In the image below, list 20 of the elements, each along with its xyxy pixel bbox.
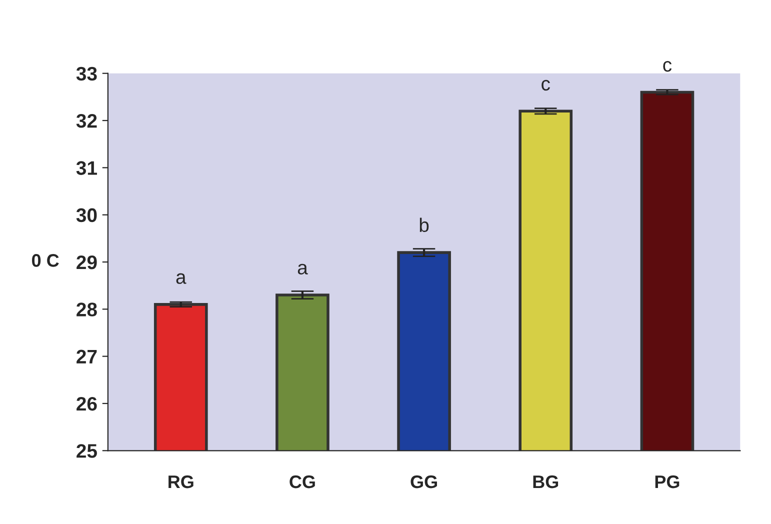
y-axis-title: 0 C: [32, 254, 59, 267]
x-tick-label: PG: [655, 475, 680, 488]
annotation: c: [663, 61, 672, 72]
x-tick-label: RG: [168, 475, 194, 488]
y-tick-label: 27: [76, 350, 97, 364]
annotation: a: [298, 264, 308, 274]
y-tick-label: 29: [76, 255, 97, 270]
annotation: b: [420, 218, 429, 232]
y-tick-label: 26: [76, 396, 97, 411]
annotation: a: [176, 273, 186, 284]
annotation: c: [542, 80, 550, 91]
x-tick-label: CG: [290, 475, 315, 488]
y-tick-label: 32: [76, 114, 97, 128]
x-tick-label: BG: [533, 475, 558, 488]
y-tick-label: 28: [76, 302, 97, 316]
y-tick-label: 31: [76, 161, 97, 175]
x-tick-label: GG: [410, 475, 437, 488]
y-tick-label: 30: [76, 208, 97, 222]
y-tick-label: 33: [76, 66, 97, 81]
y-tick-label: 25: [76, 444, 97, 458]
